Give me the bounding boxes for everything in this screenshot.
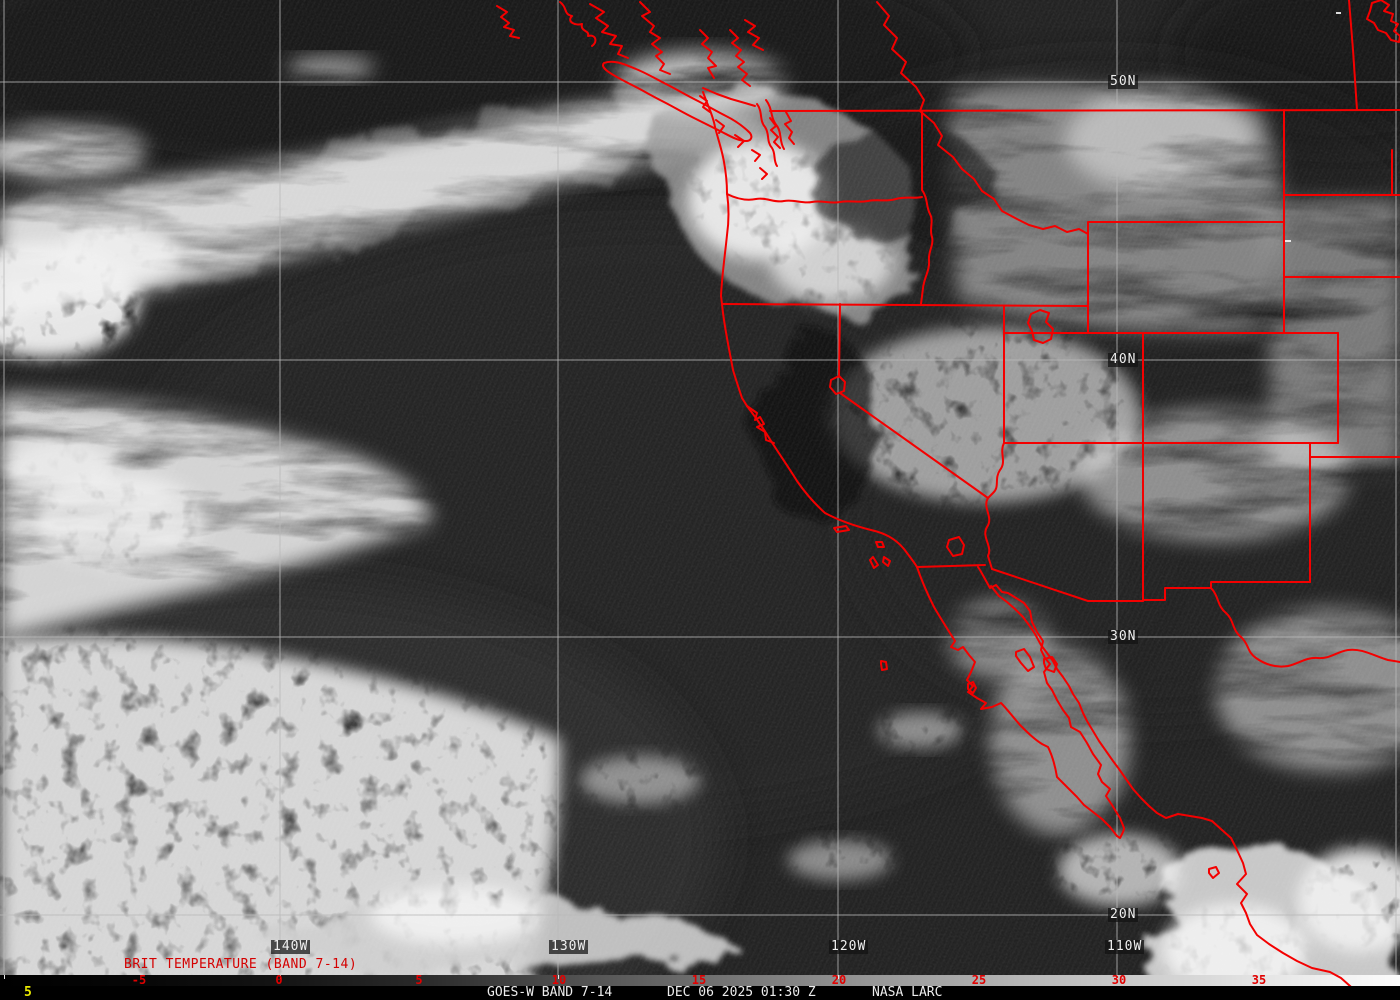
colorbar-tick	[280, 975, 281, 979]
colorbar-value: 20	[831, 973, 847, 987]
timestamp: DEC 06 2025 01:30 Z	[667, 985, 816, 1000]
colorbar-value: 35	[1251, 973, 1267, 987]
lat-label-20n: 20N	[1108, 907, 1139, 922]
lat-label-40n: 40N	[1108, 352, 1139, 367]
colorbar-value: 30	[1111, 973, 1127, 987]
colorbar-tick	[4, 975, 5, 979]
data-source: NASA LARC	[872, 985, 943, 1000]
lat-label-30n: 30N	[1108, 629, 1139, 644]
colorbar-value: 25	[971, 973, 987, 987]
frame-number: 5	[24, 985, 32, 1000]
product-name: GOES-W BAND 7-14	[487, 985, 613, 1000]
colorbar-value: 15	[691, 973, 707, 987]
lon-label-120w: 120W	[829, 939, 869, 954]
colorbar-value: 10	[551, 973, 567, 987]
colorbar-value: -5	[131, 973, 147, 987]
status-bar: 5 GOES-W BAND 7-14 DEC 06 2025 01:30 Z N…	[0, 986, 1400, 1000]
colorbar-tick	[558, 975, 559, 979]
lon-label-110w: 110W	[1105, 939, 1145, 954]
colorbar-value: 0	[275, 973, 283, 987]
colorbar-tick	[838, 975, 839, 979]
lat-label-50n: 50N	[1108, 74, 1139, 89]
lon-label-140w: 140W	[271, 939, 311, 954]
product-annotation: BRIT TEMPERATURE (BAND 7-14)	[124, 957, 358, 972]
colorbar-value: 5	[415, 973, 423, 987]
lon-label-130w: 130W	[549, 939, 589, 954]
